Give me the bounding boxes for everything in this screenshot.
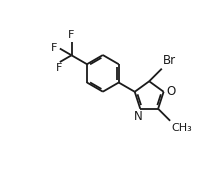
- Text: CH₃: CH₃: [171, 123, 192, 133]
- Text: N: N: [134, 110, 143, 123]
- Text: F: F: [56, 63, 62, 73]
- Text: F: F: [51, 43, 57, 53]
- Text: O: O: [167, 85, 176, 98]
- Text: Br: Br: [163, 54, 176, 67]
- Text: F: F: [68, 30, 75, 40]
